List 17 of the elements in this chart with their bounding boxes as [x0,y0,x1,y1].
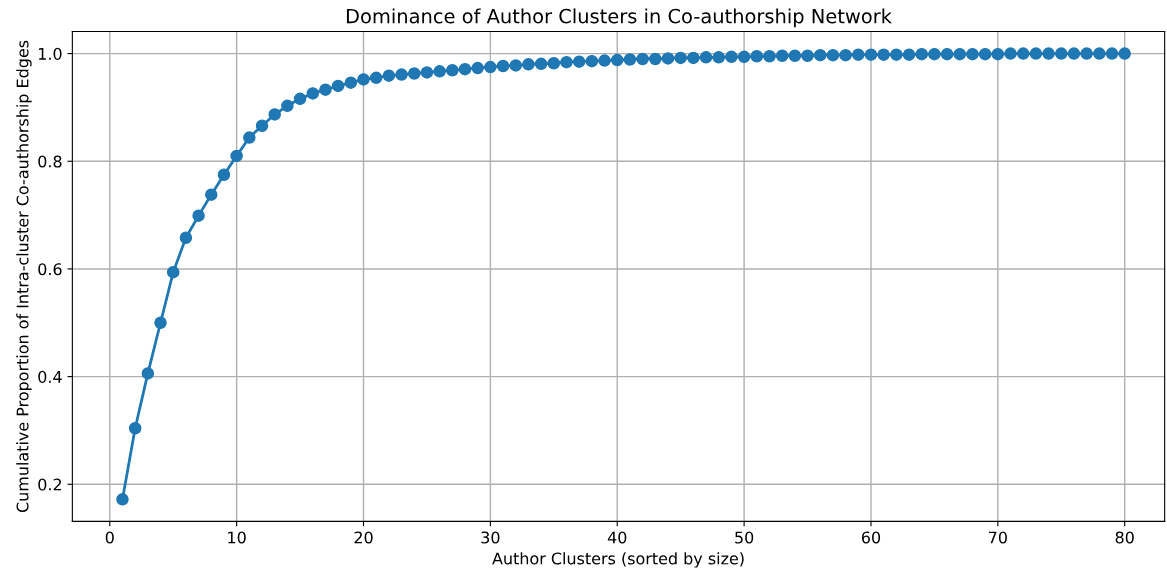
x-tick-label: 80 [1115,531,1134,544]
chart-title: Dominance of Author Clusters in Co-authorship Network [346,8,892,28]
x-tick-label: 20 [354,531,373,544]
y-tick-label: 1.0 [38,47,62,60]
x-tick-label: 70 [988,531,1007,544]
x-tick-label: 10 [228,531,246,544]
x-axis-title: Author Clusters (sorted by size) [492,552,744,568]
x-tick-label: 30 [481,531,500,544]
x-tick-label: 60 [861,531,881,544]
y-tick-label: 0.2 [38,478,62,491]
y-tick-label: 0.4 [38,370,62,383]
x-tick-label: 50 [735,531,754,544]
y-tick-label: 0.8 [38,155,62,168]
x-tick-label: 40 [607,531,627,544]
x-tick-label: 0 [105,531,114,544]
y-axis-title: Cumulative Proportion of Intra-cluster Co-authorship Edges [16,40,32,513]
y-tick-label: 0.6 [38,263,62,276]
